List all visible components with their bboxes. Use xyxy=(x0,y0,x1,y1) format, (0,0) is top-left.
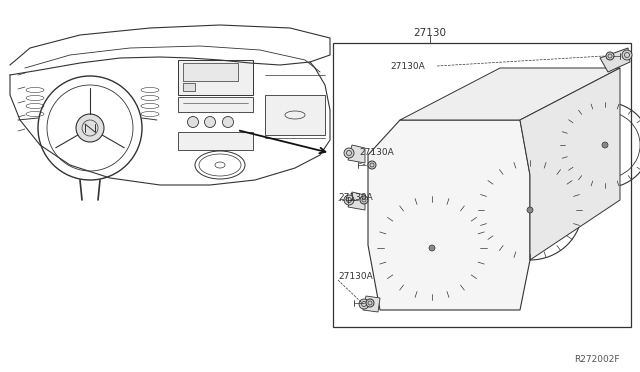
Polygon shape xyxy=(363,296,380,312)
Circle shape xyxy=(344,195,354,205)
Circle shape xyxy=(188,116,198,128)
Polygon shape xyxy=(348,192,365,210)
Circle shape xyxy=(527,207,533,213)
Circle shape xyxy=(622,50,632,60)
Text: 27130A: 27130A xyxy=(338,193,372,202)
Bar xyxy=(333,43,631,327)
Bar xyxy=(183,63,238,81)
Circle shape xyxy=(429,245,435,251)
Circle shape xyxy=(368,161,376,169)
Circle shape xyxy=(359,299,369,309)
Circle shape xyxy=(360,196,368,204)
Circle shape xyxy=(344,148,354,158)
Bar xyxy=(265,95,325,135)
Circle shape xyxy=(366,299,374,307)
Text: 27130A: 27130A xyxy=(359,148,394,157)
Bar xyxy=(178,97,253,112)
Circle shape xyxy=(606,52,614,60)
Circle shape xyxy=(223,116,234,128)
Bar xyxy=(183,83,195,91)
Text: R272002F: R272002F xyxy=(575,355,620,364)
Circle shape xyxy=(602,142,608,148)
Circle shape xyxy=(76,114,104,142)
Text: 27130A: 27130A xyxy=(338,272,372,281)
Text: 27130A: 27130A xyxy=(390,62,425,71)
Circle shape xyxy=(205,116,216,128)
Polygon shape xyxy=(520,68,620,260)
Bar xyxy=(178,132,253,150)
Polygon shape xyxy=(348,145,365,163)
Bar xyxy=(178,60,253,95)
Polygon shape xyxy=(400,68,620,120)
Polygon shape xyxy=(368,120,530,310)
Polygon shape xyxy=(600,48,630,72)
Text: 27130: 27130 xyxy=(413,28,447,38)
